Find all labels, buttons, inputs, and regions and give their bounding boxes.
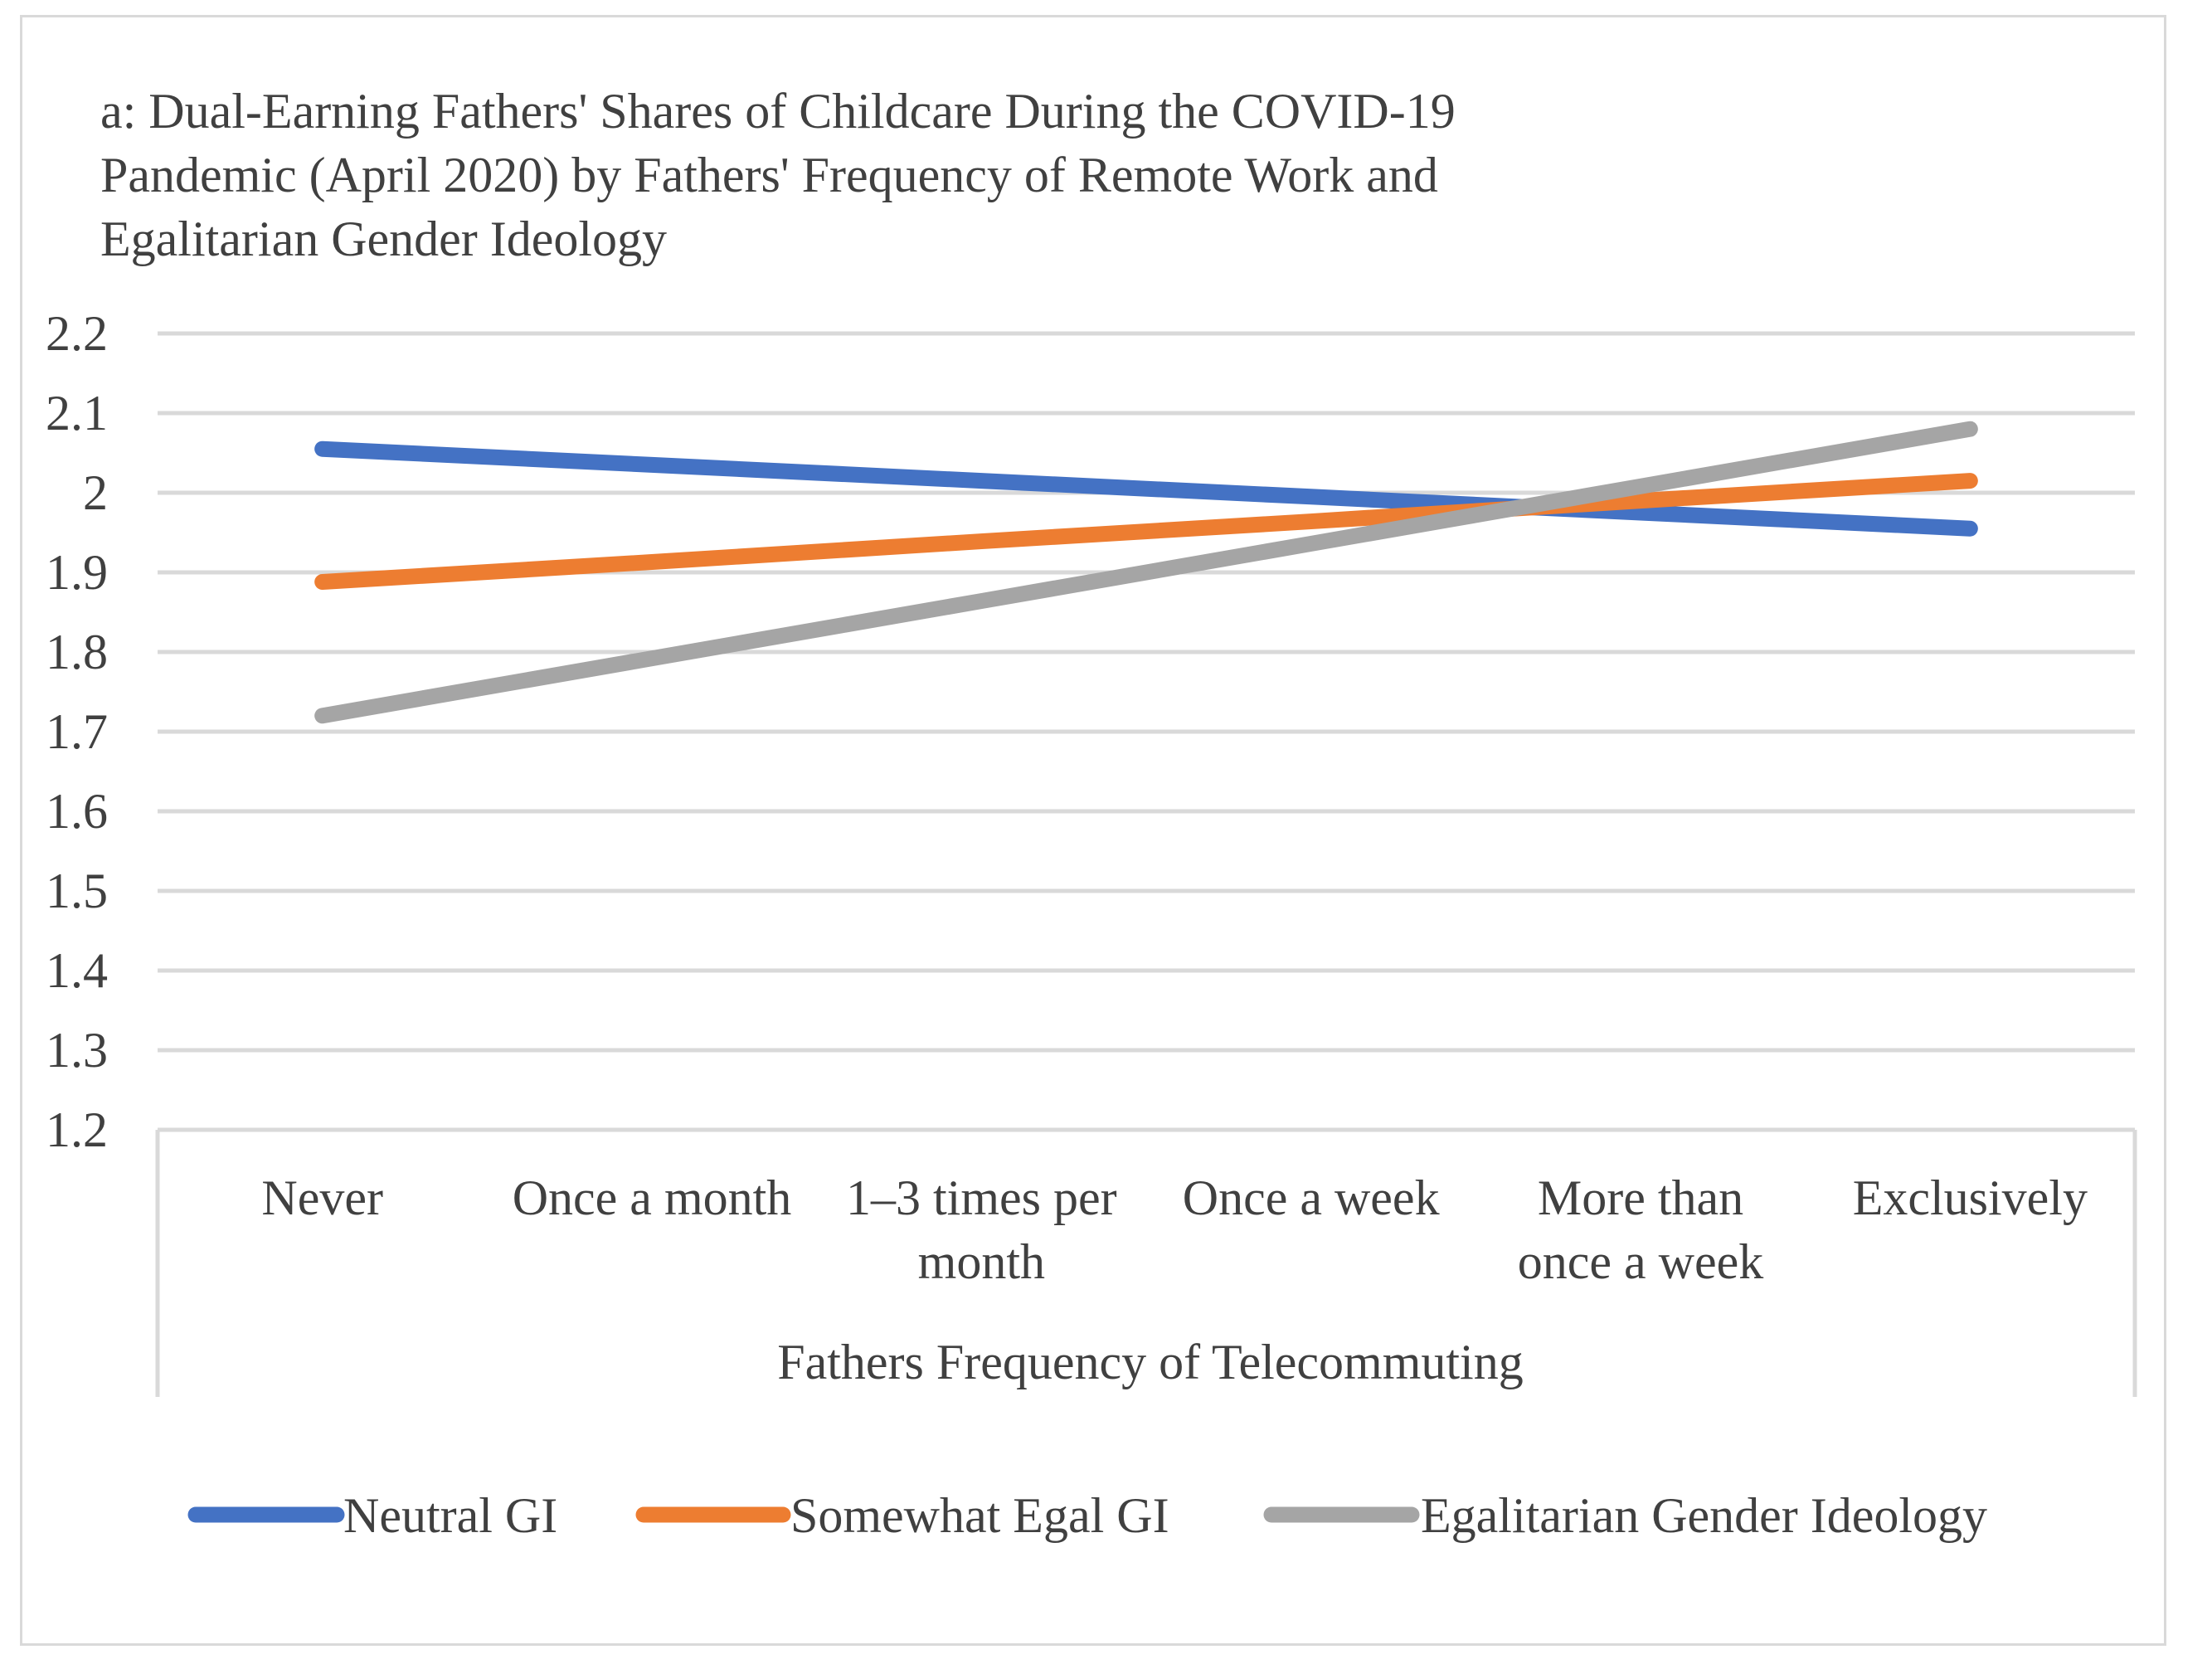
x-tick-label-line: month: [918, 1234, 1045, 1289]
legend-label-2: Egalitarian Gender Ideology: [1421, 1488, 1987, 1543]
y-tick-label: 1.9: [46, 545, 108, 600]
gridlines: [158, 331, 2135, 1053]
x-tick-label-line: 1–3 times per: [846, 1170, 1117, 1225]
legend-label-1: Somewhat Egal GI: [790, 1488, 1169, 1543]
y-tick-label: 2.2: [46, 306, 108, 361]
chart-frame: [20, 15, 2166, 1646]
chart-title: a: Dual-Earning Fathers' Shares of Child…: [100, 80, 1676, 271]
x-tick-label: Once a month: [513, 1170, 792, 1225]
x-axis-frame: [155, 1127, 2137, 1397]
y-tick-label: 2: [83, 465, 108, 520]
series-line-0: [314, 440, 1978, 537]
x-tick-label-line: Never: [261, 1170, 383, 1225]
x-tick-label: Never: [261, 1170, 383, 1225]
y-tick-label: 1.5: [46, 864, 108, 918]
series-lines: [314, 421, 1978, 724]
y-tick-label: 1.4: [46, 943, 108, 998]
legend: Neutral GI Somewhat Egal GI Egalitarian Ge…: [187, 1488, 1987, 1543]
x-tick-label-line: Once a week: [1183, 1170, 1440, 1225]
y-tick-label: 1.8: [46, 625, 108, 679]
series-line-1: [314, 473, 1978, 591]
x-tick-label-line: Exclusively: [1853, 1170, 2088, 1225]
x-axis-tick-labels: Never Once a month 1–3 times per month Once …: [261, 1170, 2088, 1289]
chart-title-line-2: Pandemic (April 2020) by Fathers' Freque…: [100, 148, 1438, 202]
x-tick-label: Once a week: [1183, 1170, 1440, 1225]
legend-label-0: Neutral GI: [343, 1488, 557, 1543]
chart-title-line-1: a: Dual-Earning Fathers' Shares of Child…: [100, 84, 1456, 139]
x-tick-label: More than once a week: [1518, 1170, 1763, 1289]
y-tick-label: 1.6: [46, 784, 108, 839]
x-tick-label: 1–3 times per month: [846, 1170, 1117, 1289]
x-tick-label: Exclusively: [1853, 1170, 2088, 1225]
y-tick-label: 2.1: [46, 386, 108, 440]
y-axis-tick-labels: 1.2 1.3 1.4 1.5 1.6 1.7 1.8 1.9 2 2.1 2.2: [46, 306, 108, 1157]
y-tick-label: 1.3: [46, 1023, 108, 1078]
y-tick-label: 1.2: [46, 1102, 108, 1157]
x-axis-label: Fathers Frequency of Telecommuting: [777, 1335, 1523, 1389]
x-tick-label-line: Once a month: [513, 1170, 792, 1225]
y-tick-label: 1.7: [46, 704, 108, 759]
x-tick-label-line: More than: [1538, 1170, 1743, 1225]
x-tick-label-line: once a week: [1518, 1234, 1763, 1289]
chart-title-line-3: Egalitarian Gender Ideology: [100, 212, 668, 266]
series-line-2: [314, 421, 1978, 724]
